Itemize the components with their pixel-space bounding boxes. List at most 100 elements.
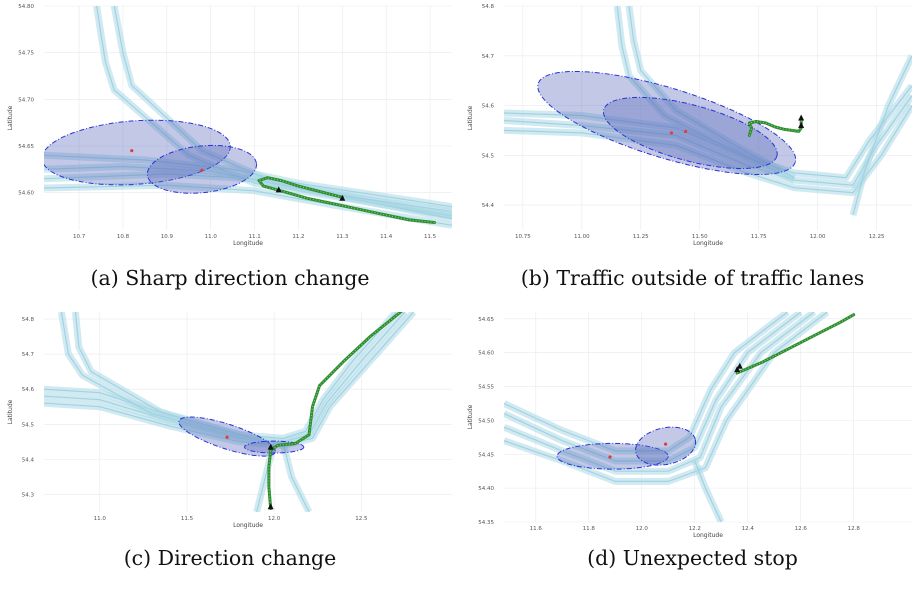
x-tick-label: 11.25 <box>633 234 649 240</box>
traffic-lane-core <box>44 165 452 212</box>
x-tick-label: 12.2 <box>689 526 701 532</box>
plot-area <box>44 312 417 512</box>
y-tick-label: 54.6 <box>22 387 35 393</box>
x-tick-label: 12.8 <box>848 526 861 532</box>
caption-b: (b) Traffic outside of traffic lanes <box>520 266 865 290</box>
x-tick-label: 10.9 <box>161 234 174 240</box>
y-tick-label: 54.50 <box>478 418 494 424</box>
x-tick-label: 11.4 <box>380 234 393 240</box>
y-tick-label: 54.6 <box>482 104 495 110</box>
y-tick-label: 54.80 <box>18 4 34 10</box>
track-marker <box>798 121 805 128</box>
cluster-center <box>664 442 668 446</box>
traffic-lane-core <box>504 312 815 472</box>
x-tick-label: 11.50 <box>692 234 708 240</box>
x-tick-label: 10.8 <box>117 234 130 240</box>
chart-panel-b: 10.75 11.00 11.25 11.50 11.75 12.00 12.25 54.8 5… <box>464 0 921 290</box>
y-tick-label: 54.4 <box>482 203 495 209</box>
y-tick-label: 54.70 <box>18 97 34 103</box>
x-tick-label: 10.7 <box>73 234 86 240</box>
cluster-ellipse <box>44 119 231 186</box>
traffic-lane-core <box>504 312 802 462</box>
traffic-lane-core <box>628 6 795 179</box>
x-tick-label: 11.75 <box>751 234 767 240</box>
x-tick-label: 11.2 <box>292 234 304 240</box>
track-marker <box>267 443 274 450</box>
x-tick-label: 12.4 <box>742 526 755 532</box>
x-tick-label: 12.0 <box>268 516 281 522</box>
x-tick-label: 11.5 <box>181 516 194 522</box>
cluster-center <box>200 168 204 172</box>
y-tick-label: 54.60 <box>18 191 34 197</box>
x-axis-label: Longitude <box>233 240 263 247</box>
plot-area <box>44 6 452 229</box>
cluster-ellipse <box>602 96 778 169</box>
cluster-center <box>683 129 688 134</box>
x-tick-label: 11.1 <box>248 234 260 240</box>
x-tick-label: 11.3 <box>336 234 349 240</box>
track-marker <box>798 114 805 121</box>
x-tick-label: 12.0 <box>636 526 649 532</box>
caption-c: (c) Direction change <box>123 546 337 570</box>
y-tick-label: 54.65 <box>18 144 34 150</box>
x-axis-label: Longitude <box>693 240 723 247</box>
x-tick-label: 12.00 <box>810 234 826 240</box>
x-tick-label: 11.0 <box>205 234 218 240</box>
y-axis-label: Latitude <box>7 105 14 130</box>
chart-panel-c: 11.0 11.5 12.0 12.5 54.8 54.7 54.6 54.5 54.4 54.3… <box>0 298 460 592</box>
anomaly-track-dots <box>748 120 802 136</box>
anomaly-track <box>267 312 403 510</box>
x-tick-label: 12.25 <box>869 234 885 240</box>
caption-d: (d) Unexpected stop <box>587 546 798 570</box>
cluster-center <box>669 131 674 135</box>
cluster-center <box>225 435 229 439</box>
y-tick-label: 54.35 <box>478 520 494 526</box>
y-tick-label: 54.7 <box>482 54 495 60</box>
traffic-lane-core <box>694 460 722 522</box>
x-tick-label: 11.6 <box>530 526 543 532</box>
y-tick-label: 54.45 <box>478 452 494 458</box>
anomaly-track-dots <box>257 177 435 224</box>
y-tick-label: 54.8 <box>482 4 495 10</box>
caption-a: (a) Sharp direction change <box>90 266 370 290</box>
track-marker <box>339 194 346 201</box>
x-tick-label: 12.6 <box>795 526 808 532</box>
traffic-lane-core <box>44 154 452 208</box>
plot-area <box>504 6 912 216</box>
track-marker <box>275 186 282 193</box>
y-tick-label: 54.55 <box>478 385 494 391</box>
traffic-lane-core <box>852 55 912 216</box>
x-tick-label: 11.8 <box>583 526 596 532</box>
y-tick-label: 54.65 <box>478 317 494 323</box>
chart-a-plot: 10.7 10.8 10.9 11.0 11.1 11.2 11.3 11.4 11.5 54.8… <box>7 4 452 247</box>
chart-b-plot: 10.75 11.00 11.25 11.50 11.75 12.00 12.25 54.8 5… <box>467 4 912 247</box>
anomaly-track-dots <box>736 314 854 374</box>
y-tick-label: 54.8 <box>22 317 35 323</box>
y-tick-label: 54.5 <box>482 153 495 159</box>
chart-panel-a: 10.7 10.8 10.9 11.0 11.1 11.2 11.3 11.4 11.5 54.8… <box>0 0 460 290</box>
track-marker <box>736 362 743 369</box>
traffic-lane-core <box>504 312 788 452</box>
x-tick-label: 12.5 <box>355 516 368 522</box>
chart-panel-d: 11.6 11.8 12.0 12.2 12.4 12.6 12.8 54.65 54.60 54… <box>464 298 921 592</box>
traffic-lane-core <box>74 312 266 443</box>
y-tick-label: 54.5 <box>22 422 35 428</box>
y-tick-label: 54.7 <box>22 352 35 358</box>
chart-d-plot: 11.6 11.8 12.0 12.2 12.4 12.6 12.8 54.65 54.60 54… <box>467 312 912 539</box>
x-tick-label: 11.0 <box>94 516 107 522</box>
y-tick-label: 54.75 <box>18 51 34 57</box>
cluster-center <box>608 455 612 459</box>
x-axis-label: Longitude <box>233 522 263 529</box>
y-tick-label: 54.3 <box>22 492 35 498</box>
y-tick-label: 54.60 <box>478 351 494 357</box>
x-tick-label: 10.75 <box>515 234 531 240</box>
plot-area <box>504 312 856 522</box>
chart-c-plot: 11.0 11.5 12.0 12.5 54.8 54.7 54.6 54.5 54.4 54.3… <box>7 312 452 529</box>
x-axis-label: Longitude <box>693 532 723 539</box>
y-tick-label: 54.40 <box>478 486 494 492</box>
y-axis-label: Latitude <box>7 399 14 424</box>
track-marker <box>734 366 741 373</box>
traffic-lane-core <box>282 441 310 512</box>
y-axis-label: Latitude <box>467 105 474 130</box>
cluster-center <box>130 149 134 153</box>
